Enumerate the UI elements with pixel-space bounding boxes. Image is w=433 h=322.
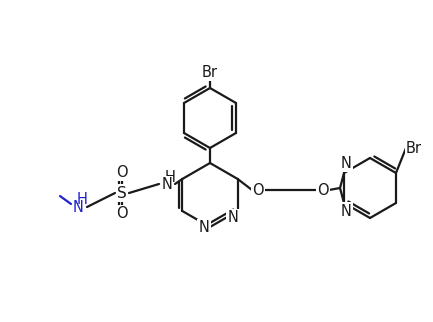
Text: H: H [165, 169, 175, 185]
Text: Br: Br [202, 64, 218, 80]
Text: N: N [73, 200, 84, 214]
Text: O: O [116, 206, 128, 222]
Text: N: N [341, 156, 352, 171]
Text: H: H [77, 193, 87, 207]
Text: N: N [228, 211, 239, 225]
Text: S: S [117, 185, 127, 201]
Text: O: O [252, 183, 264, 197]
Text: Br: Br [406, 140, 422, 156]
Text: N: N [341, 204, 352, 219]
Text: O: O [116, 165, 128, 179]
Text: O: O [317, 183, 329, 197]
Text: N: N [162, 176, 172, 192]
Text: N: N [199, 221, 210, 235]
